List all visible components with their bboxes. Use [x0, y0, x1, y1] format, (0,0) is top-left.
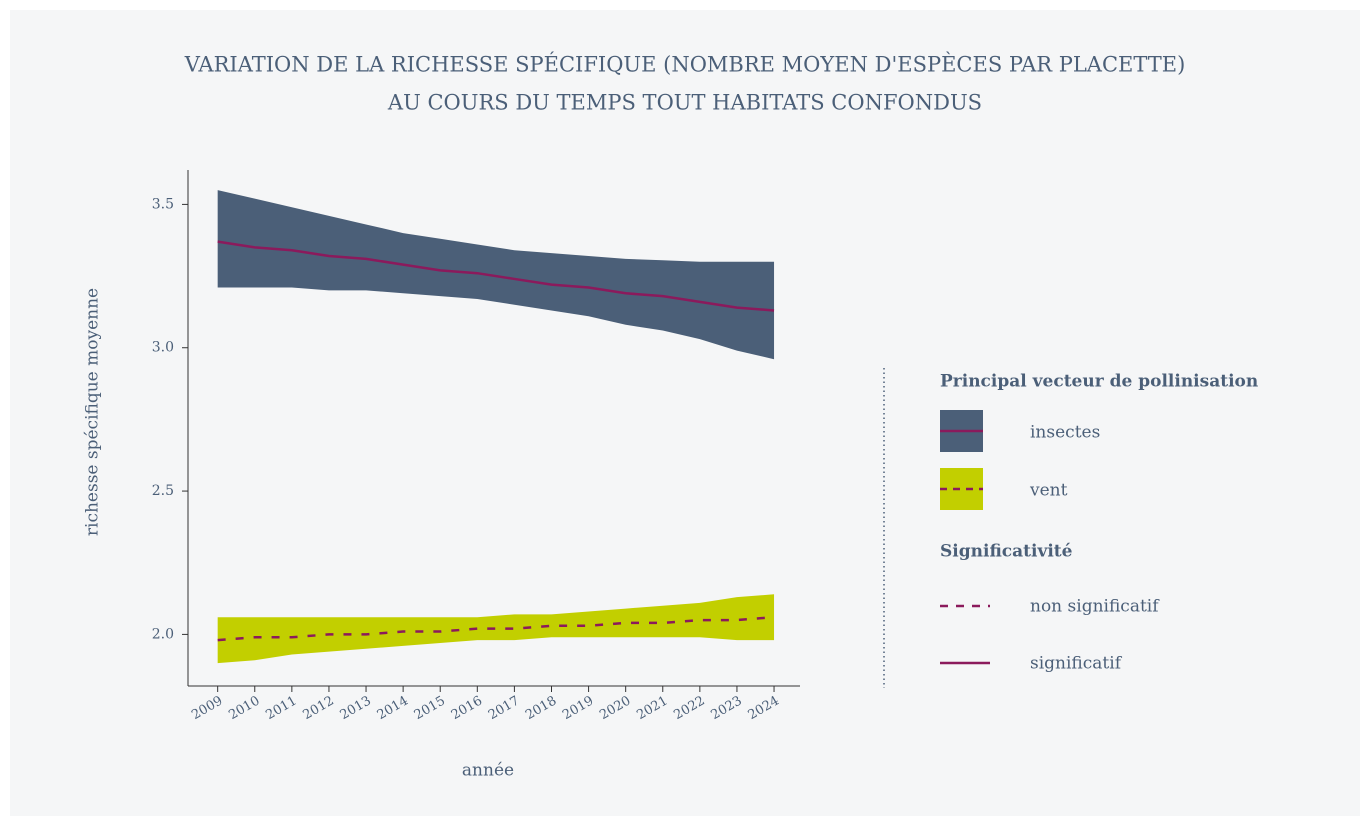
legend-label: significatif: [1030, 654, 1123, 674]
chart-title: VARIATION DE LA RICHESSE SPÉCIFIQUE (NOM…: [184, 53, 1186, 77]
y-axis-label: richesse spécifique moyenne: [83, 288, 103, 536]
background: [10, 10, 1360, 816]
y-tick-label: 3.5: [152, 196, 174, 212]
chart-title: AU COURS DU TEMPS TOUT HABITATS CONFONDU…: [387, 91, 982, 115]
y-tick-label: 3.0: [152, 340, 174, 356]
legend-title: Principal vecteur de pollinisation: [940, 372, 1258, 392]
legend-label: insectes: [1030, 423, 1100, 443]
legend-label: vent: [1029, 481, 1068, 501]
x-axis-label: année: [462, 761, 514, 781]
series-line: [217, 615, 775, 642]
y-tick-label: 2.5: [152, 483, 174, 499]
confidence-band: [217, 190, 775, 360]
confidence-band: [217, 594, 775, 664]
series-line: [217, 240, 775, 312]
legend-label: non significatif: [1030, 597, 1160, 617]
y-tick-label: 2.0: [152, 626, 174, 642]
legend-swatch: [940, 468, 983, 510]
legend-title: Significativité: [940, 542, 1073, 562]
